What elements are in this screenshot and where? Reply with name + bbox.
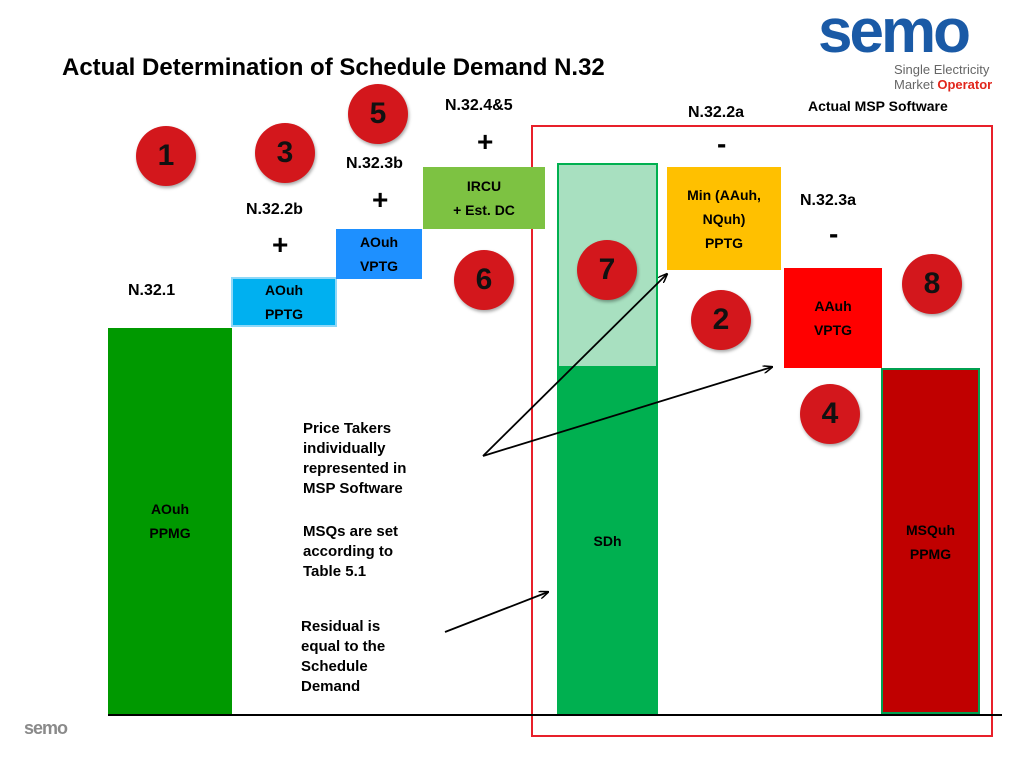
semo-logo-tagline-1: Single Electricity [894, 62, 990, 77]
label-n32-2b: N.32.2b [246, 201, 303, 218]
box-aouh-ppmg: AOuh PPMG [108, 328, 232, 714]
semo-logo-tagline-2b: Operator [937, 77, 993, 92]
step-2-badge: 2 [691, 290, 751, 350]
box-aouh-ppmg-line2: PPMG [149, 525, 191, 541]
box-msquh-ppmg: MSQuh PPMG [881, 368, 980, 714]
footer-semo-wordmark: semo [24, 718, 68, 738]
box-sdh: SDh [557, 368, 658, 714]
box-aauh-vptg-line2: VPTG [813, 322, 853, 338]
plus-operator: + [477, 126, 494, 157]
label-n32-3b: N.32.3b [346, 155, 403, 172]
step-8-badge: 8 [902, 254, 962, 314]
step-6-badge: 6 [454, 250, 514, 310]
box-ircu-line2: + Est. DC [453, 202, 515, 218]
minus-operator: - [829, 218, 839, 249]
box-aouh-pptg-line2: PPTG [264, 306, 304, 322]
footer-semo-logo: semo [24, 718, 68, 739]
box-aouh-vptg: AOuh VPTG [336, 229, 422, 279]
label-n32-1: N.32.1 [128, 282, 176, 299]
arrow-to-min-pptg [482, 274, 667, 457]
note-msqs: MSQs are set according to Table 5.1 [303, 523, 399, 580]
box-min-pptg-line2: NQuh) [702, 210, 746, 227]
box-aauh-vptg-line1: AAuh [814, 298, 852, 314]
label-n32-4-5: N.32.4&5 [445, 97, 513, 114]
box-ircu: IRCU + Est. DC [423, 167, 545, 229]
note-residual: Residual is equal to the Schedule Demand [301, 618, 386, 695]
baseline [108, 714, 1002, 716]
box-msquh-ppmg-line1: MSQuh [906, 522, 955, 538]
box-min-pptg: Min (AAuh, NQuh) PPTG [667, 167, 781, 270]
semo-logo-tagline-2a: Market [894, 77, 938, 92]
semo-logo-wordmark: semo [818, 0, 971, 66]
box-aauh-vptg: AAuh VPTG [784, 268, 882, 368]
page-title: Actual Determination of Schedule Demand … [62, 54, 605, 81]
step-7-badge: 7 [577, 240, 637, 300]
arrow-to-sdh [444, 592, 548, 633]
box-aouh-ppmg-line1: AOuh [150, 501, 190, 517]
note-price-takers: Price Takers individually represented in… [303, 420, 407, 497]
box-aouh-vptg-line2: VPTG [359, 258, 399, 274]
msp-software-region [531, 125, 993, 737]
msp-software-label: Actual MSP Software [808, 98, 948, 114]
box-aouh-vptg-line1: AOuh [359, 234, 399, 250]
plus-operator: + [372, 184, 389, 215]
box-sdh-label: SDh [593, 533, 622, 549]
box-min-pptg-line1: Min (AAuh, [687, 186, 761, 203]
arrow-to-aauh-vptg [482, 367, 772, 457]
box-aouh-pptg: AOuh PPTG [231, 277, 337, 327]
box-msquh-ppmg-line2: PPMG [909, 546, 952, 562]
semo-logo: semo Single Electricity Market Operator [818, 0, 1014, 94]
step-4-badge: 4 [800, 384, 860, 444]
label-n32-2a: N.32.2a [688, 104, 745, 121]
box-min-pptg-line3: PPTG [704, 234, 744, 251]
box-aouh-pptg-line1: AOuh [264, 282, 304, 298]
semo-logo-tagline-2: Market Operator [894, 77, 992, 92]
plus-operator: + [272, 229, 289, 260]
step-3-badge: 3 [255, 123, 315, 183]
step-5-badge: 5 [348, 84, 408, 144]
step-1-badge: 1 [136, 126, 196, 186]
box-ircu-line1: IRCU [466, 178, 502, 194]
label-n32-3a: N.32.3a [800, 192, 857, 209]
minus-operator: - [717, 128, 727, 159]
